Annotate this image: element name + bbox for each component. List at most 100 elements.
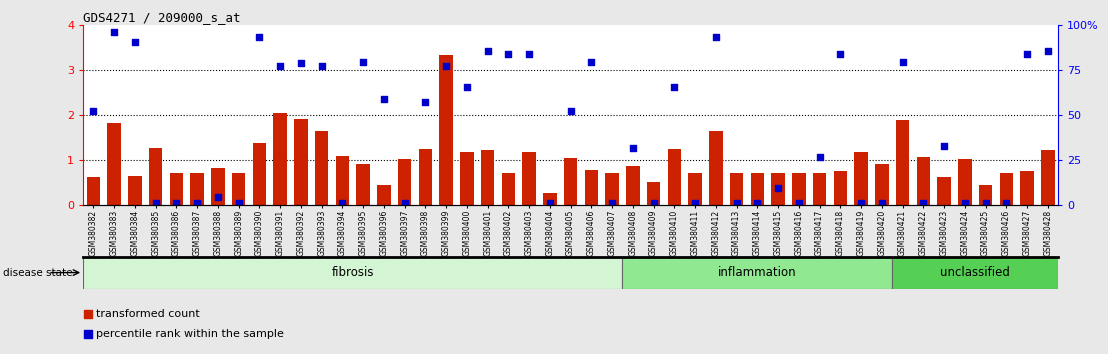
Bar bbox=[730, 173, 743, 205]
Point bbox=[334, 200, 351, 206]
Point bbox=[375, 96, 392, 102]
Point bbox=[293, 60, 310, 66]
Text: disease state: disease state bbox=[2, 268, 72, 278]
Bar bbox=[585, 170, 598, 205]
Point bbox=[997, 200, 1015, 206]
Bar bbox=[295, 119, 308, 205]
Point bbox=[271, 63, 289, 69]
Bar bbox=[107, 123, 121, 205]
Point bbox=[603, 200, 620, 206]
Bar bbox=[83, 257, 623, 289]
Point bbox=[811, 154, 829, 159]
Bar bbox=[958, 159, 972, 205]
Point bbox=[790, 200, 808, 206]
Bar bbox=[892, 257, 1058, 289]
Point bbox=[914, 200, 932, 206]
Point bbox=[479, 48, 496, 54]
Text: inflammation: inflammation bbox=[718, 266, 797, 279]
Point bbox=[666, 84, 684, 90]
Bar bbox=[1020, 171, 1034, 205]
Bar bbox=[543, 193, 556, 205]
Point bbox=[686, 200, 704, 206]
Bar bbox=[148, 148, 163, 205]
Bar bbox=[750, 173, 765, 205]
Bar bbox=[668, 149, 681, 205]
Point bbox=[167, 200, 185, 206]
Bar bbox=[274, 113, 287, 205]
Bar bbox=[129, 176, 142, 205]
Point bbox=[976, 200, 994, 206]
Point bbox=[1039, 48, 1057, 54]
Bar bbox=[688, 173, 701, 205]
Point bbox=[873, 200, 891, 206]
Point bbox=[624, 145, 642, 150]
Bar bbox=[398, 159, 411, 205]
Point bbox=[707, 35, 725, 40]
Point bbox=[956, 200, 974, 206]
Point bbox=[645, 200, 663, 206]
Bar bbox=[875, 164, 889, 205]
Point bbox=[105, 29, 123, 34]
Point bbox=[336, 20, 353, 25]
Bar bbox=[86, 177, 100, 205]
Bar bbox=[978, 185, 993, 205]
Point bbox=[749, 200, 767, 206]
Point bbox=[583, 59, 601, 65]
Point bbox=[229, 200, 247, 206]
Bar bbox=[191, 173, 204, 205]
Text: fibrosis: fibrosis bbox=[331, 266, 375, 279]
Bar bbox=[377, 185, 391, 205]
Bar bbox=[419, 149, 432, 205]
Point bbox=[769, 185, 787, 191]
Bar bbox=[522, 152, 536, 205]
Bar bbox=[916, 156, 930, 205]
Bar bbox=[440, 56, 453, 205]
Bar bbox=[771, 173, 784, 205]
Point bbox=[562, 109, 579, 114]
Point bbox=[728, 200, 746, 206]
Bar bbox=[937, 177, 951, 205]
Point bbox=[147, 200, 165, 206]
Bar bbox=[564, 158, 577, 205]
Point bbox=[396, 200, 413, 206]
Point bbox=[250, 35, 268, 40]
Bar bbox=[854, 152, 868, 205]
Point bbox=[521, 51, 538, 57]
Bar bbox=[170, 173, 183, 205]
Point bbox=[438, 63, 455, 69]
Bar bbox=[357, 164, 370, 205]
Text: percentile rank within the sample: percentile rank within the sample bbox=[96, 329, 285, 339]
Bar bbox=[502, 173, 515, 205]
Point bbox=[355, 59, 372, 65]
Point bbox=[126, 39, 144, 45]
Point bbox=[84, 109, 102, 114]
Bar bbox=[232, 173, 246, 205]
Bar bbox=[605, 173, 619, 205]
Point bbox=[188, 200, 206, 206]
Bar bbox=[460, 152, 473, 205]
Bar bbox=[1042, 150, 1055, 205]
Point bbox=[417, 99, 434, 105]
Point bbox=[500, 51, 517, 57]
Bar bbox=[709, 131, 722, 205]
Bar bbox=[315, 131, 328, 205]
Point bbox=[541, 200, 558, 206]
Bar bbox=[833, 171, 847, 205]
Point bbox=[831, 51, 849, 57]
Bar bbox=[481, 150, 494, 205]
Point bbox=[209, 194, 227, 200]
Bar bbox=[813, 173, 827, 205]
Bar bbox=[253, 143, 266, 205]
Text: transformed count: transformed count bbox=[96, 309, 201, 319]
Bar bbox=[895, 120, 910, 205]
Bar bbox=[212, 168, 225, 205]
Bar bbox=[623, 257, 892, 289]
Point bbox=[935, 143, 953, 149]
Point bbox=[1018, 51, 1036, 57]
Point bbox=[852, 200, 870, 206]
Bar bbox=[792, 173, 806, 205]
Point bbox=[312, 63, 330, 69]
Bar bbox=[626, 166, 639, 205]
Text: GDS4271 / 209000_s_at: GDS4271 / 209000_s_at bbox=[83, 11, 240, 24]
Point bbox=[336, 204, 353, 210]
